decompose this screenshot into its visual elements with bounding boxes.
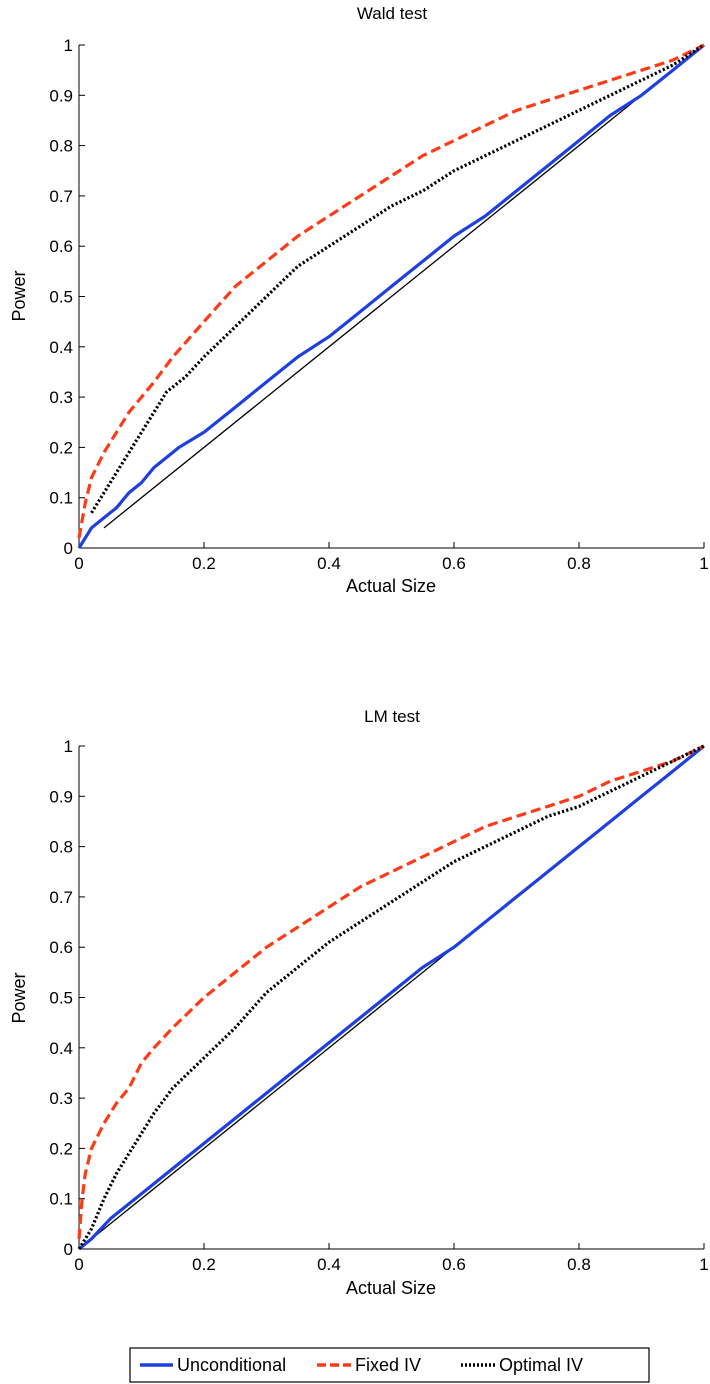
y-tick-label: 0.9 <box>49 787 73 806</box>
x-tick-label: 1 <box>699 1255 708 1274</box>
plot-area-lm: 0 0.2 0.4 0.6 0.8 1 0 0.1 0.2 0.3 0.4 0.5 0.6 0.7 0.8 0… <box>49 737 708 1274</box>
y-tick-label: 0.2 <box>49 438 73 457</box>
legend-label-unconditional: Unconditional <box>177 1355 286 1375</box>
x-axis-label-wald: Actual Size <box>346 576 436 596</box>
x-tick-label: 0.6 <box>442 1255 466 1274</box>
y-axis-label-wald: Power <box>9 270 29 321</box>
y-tick-label: 0.6 <box>49 938 73 957</box>
y-tick-label: 0.7 <box>49 187 73 206</box>
legend-label-optimal-iv: Optimal IV <box>499 1355 583 1375</box>
chart-title-lm: LM test <box>364 707 420 726</box>
y-tick-label: 0 <box>64 1240 73 1259</box>
y-tick-label: 1 <box>64 36 73 55</box>
series-line-fixed-iv-lm <box>77 744 705 1240</box>
legend: Unconditional Fixed IV Optimal IV <box>129 1347 650 1383</box>
y-tick-label: 0.9 <box>49 86 73 105</box>
series-line-optimal-iv-wald <box>90 43 705 514</box>
legend-box <box>129 1347 650 1383</box>
x-tick-label: 0.2 <box>192 554 216 573</box>
x-axis-label-lm: Actual Size <box>346 1278 436 1298</box>
y-tick-label: 0.4 <box>49 338 73 357</box>
panel-wald: Wald test 0 0.2 0.4 0.6 0.8 1 0 0.1 0.2 0.3 0.4 0.5… <box>9 4 709 596</box>
y-tick-label: 0.8 <box>49 838 73 857</box>
panel-lm: LM test Actual Size Power 0 0.2 0.4 0.6 0.8 1… <box>9 707 709 1298</box>
legend-item-unconditional: Unconditional <box>140 1355 286 1375</box>
series-line-fixed-iv-wald <box>77 43 705 539</box>
y-tick-label: 0.4 <box>49 1039 73 1058</box>
y-tick-label: 0.1 <box>49 489 73 508</box>
y-tick-label: 0.3 <box>49 1089 73 1108</box>
y-tick-label: 0.1 <box>49 1190 73 1209</box>
x-tick-label: 0.4 <box>317 554 341 573</box>
x-tick-label: 0.2 <box>192 1255 216 1274</box>
y-tick-label: 1 <box>64 737 73 756</box>
y-axis-label-lm: Power <box>9 972 29 1023</box>
x-tick-label: 0.4 <box>317 1255 341 1274</box>
x-tick-label: 0.8 <box>567 554 591 573</box>
y-tick-label: 0.8 <box>49 137 73 156</box>
reference-line-wald <box>103 44 705 529</box>
series-line-unconditional-lm <box>77 744 706 1251</box>
y-tick-label: 0.7 <box>49 888 73 907</box>
y-tick-label: 0.6 <box>49 237 73 256</box>
x-tick-label: 0 <box>74 554 83 573</box>
series-line-unconditional-wald <box>77 43 706 549</box>
x-tick-label: 0 <box>74 1255 83 1274</box>
y-tick-label: 0.5 <box>49 288 73 307</box>
legend-label-fixed-iv: Fixed IV <box>355 1355 421 1375</box>
y-tick-label: 0 <box>64 539 73 558</box>
x-tick-label: 1 <box>699 554 708 573</box>
y-tick-label: 0.3 <box>49 388 73 407</box>
x-tick-label: 0.8 <box>567 1255 591 1274</box>
y-tick-label: 0.5 <box>49 989 73 1008</box>
chart-title-wald: Wald test <box>357 4 428 23</box>
x-tick-label: 0.6 <box>442 554 466 573</box>
series-line-optimal-iv-lm <box>77 744 705 1250</box>
legend-item-fixed-iv: Fixed IV <box>317 1355 421 1375</box>
plot-area-wald: 0 0.2 0.4 0.6 0.8 1 0 0.1 0.2 0.3 0.4 0.5 0.6 0.7 0.8 0… <box>49 36 708 573</box>
legend-item-optimal-iv: Optimal IV <box>461 1355 583 1375</box>
y-tick-label: 0.2 <box>49 1139 73 1158</box>
